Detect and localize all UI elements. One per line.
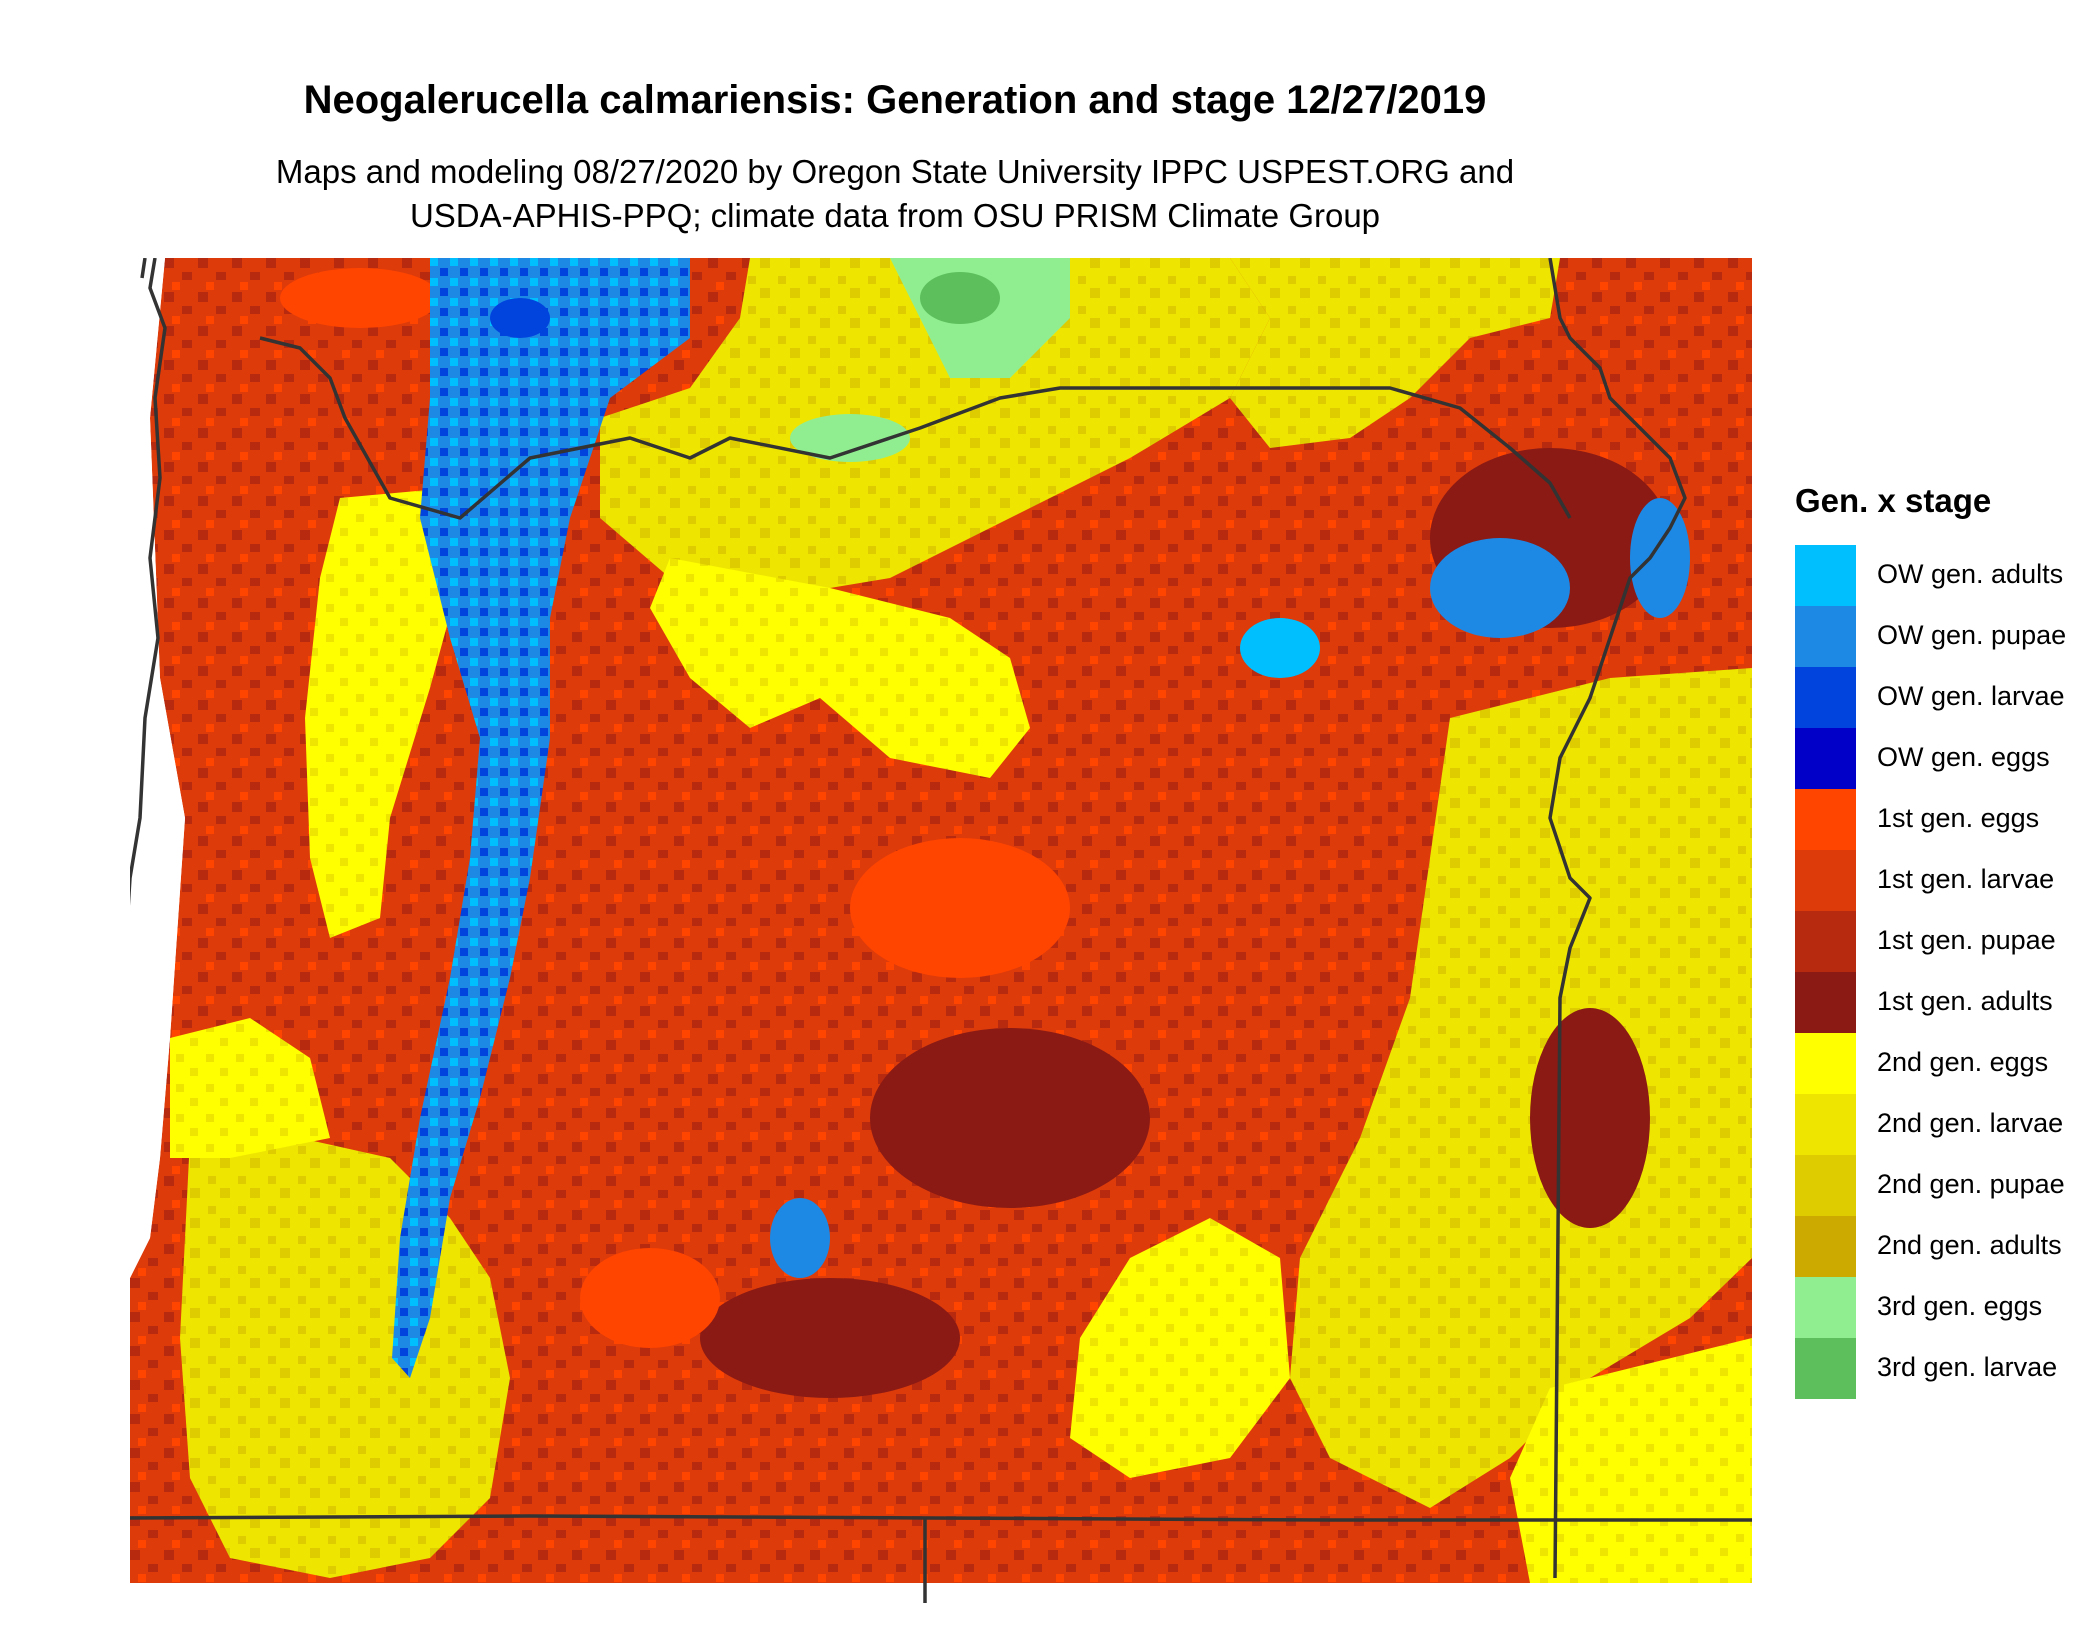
region-cascades [392,258,690,1378]
stage-raster [130,258,1752,1583]
subtitle-line-2: USDA-APHIS-PPQ; climate data from OSU PR… [409,197,1381,234]
legend-label: 2nd gen. larvae [1877,1108,2064,1138]
columbia-river [259,336,1572,520]
legend-item: 3rd gen. larvae [1795,1338,2095,1399]
legend-item: 2nd gen. pupae [1795,1155,2095,1216]
legend-swatch [1795,1338,1856,1399]
legend-swatch [1795,1033,1856,1094]
legend-swatch [1795,667,1856,728]
region-willamette [305,488,460,938]
legend-item: 1st gen. pupae [1795,911,2095,972]
region-southwest-2 [170,1018,330,1158]
legend-swatch [1795,972,1856,1033]
region-north-plateau [600,258,1270,598]
legend-swatch [1795,850,1856,911]
map-subtitle: Maps and modeling 08/27/2020 by Oregon S… [0,150,1790,238]
region-ow-east [1430,538,1570,638]
map-title: Neogalerucella calmariensis: Generation … [303,78,1487,122]
legend-item: OW gen. larvae [1795,667,2095,728]
legend-label: 1st gen. larvae [1877,864,2055,894]
region-3rd-gen-larvae [920,272,1000,324]
legend-label: OW gen. adults [1877,559,2064,589]
legend-item: 1st gen. adults [1795,972,2095,1033]
region-eggs-northwest [280,268,440,328]
region-central-yellow [650,558,1030,778]
legend-item: 3rd gen. eggs [1795,1277,2095,1338]
region-southeast [1290,668,1752,1508]
idaho-border-snake [1548,258,1687,1579]
region-ow-east-2 [1240,618,1320,678]
state-boundaries [130,258,1752,1603]
subtitle-line-1: Maps and modeling 08/27/2020 by Oregon S… [275,153,1515,190]
legend: Gen. x stage OW gen. adults OW gen. pupae… [1795,482,2095,1399]
region-ow-south [770,1198,830,1278]
legend-label: OW gen. pupae [1877,620,2067,650]
region-adults-south [700,1278,960,1398]
oregon-stage-map [130,258,1752,1603]
legend-swatch [1795,1094,1856,1155]
legend-item: 2nd gen. adults [1795,1216,2095,1277]
region-adults-southcentral [870,1028,1150,1208]
legend-item: 1st gen. eggs [1795,789,2095,850]
legend-item: 2nd gen. larvae [1795,1094,2095,1155]
legend-swatch [1795,728,1856,789]
legend-label: OW gen. larvae [1877,681,2065,711]
legend-label: 3rd gen. larvae [1877,1352,2058,1382]
region-eggs-center [850,838,1070,978]
legend-label: 1st gen. eggs [1877,803,2040,833]
legend-swatch [1795,789,1856,850]
california-nevada-border [130,1514,1752,1522]
legend-title: Gen. x stage [1795,482,1992,519]
legend-label: 2nd gen. adults [1877,1230,2062,1260]
legend-swatch [1795,606,1856,667]
legend-label: 1st gen. adults [1877,986,2053,1016]
legend-swatch [1795,1216,1856,1277]
region-north-plateau-2 [1230,258,1560,448]
nw-stub [140,258,147,279]
region-nodata-west [130,258,185,1278]
region-eggs-south [580,1248,720,1348]
coastline [130,258,167,907]
legend-swatch [1795,1277,1856,1338]
legend-items: OW gen. adults OW gen. pupae OW gen. larva… [1795,545,2095,1399]
legend-item: OW gen. pupae [1795,606,2095,667]
legend-item: OW gen. adults [1795,545,2095,606]
legend-item: 1st gen. larvae [1795,850,2095,911]
legend-item: OW gen. eggs [1795,728,2095,789]
region-3rd-gen-columbia [790,414,910,462]
legend-swatch [1795,911,1856,972]
region-ow-northeast [1630,498,1690,618]
region-south-central [1070,1218,1290,1478]
legend-label: 1st gen. pupae [1877,925,2056,955]
legend-swatch [1795,1155,1856,1216]
region-ow-larvae [490,298,550,338]
legend-label: 2nd gen. pupae [1877,1169,2065,1199]
legend-label: 2nd gen. eggs [1877,1047,2049,1077]
map-panel [130,258,1752,1603]
legend-swatch [1795,545,1856,606]
legend-item: 2nd gen. eggs [1795,1033,2095,1094]
legend-label: OW gen. eggs [1877,742,2050,772]
region-adults-southeast [1530,1008,1650,1228]
legend-label: 3rd gen. eggs [1877,1291,2043,1321]
